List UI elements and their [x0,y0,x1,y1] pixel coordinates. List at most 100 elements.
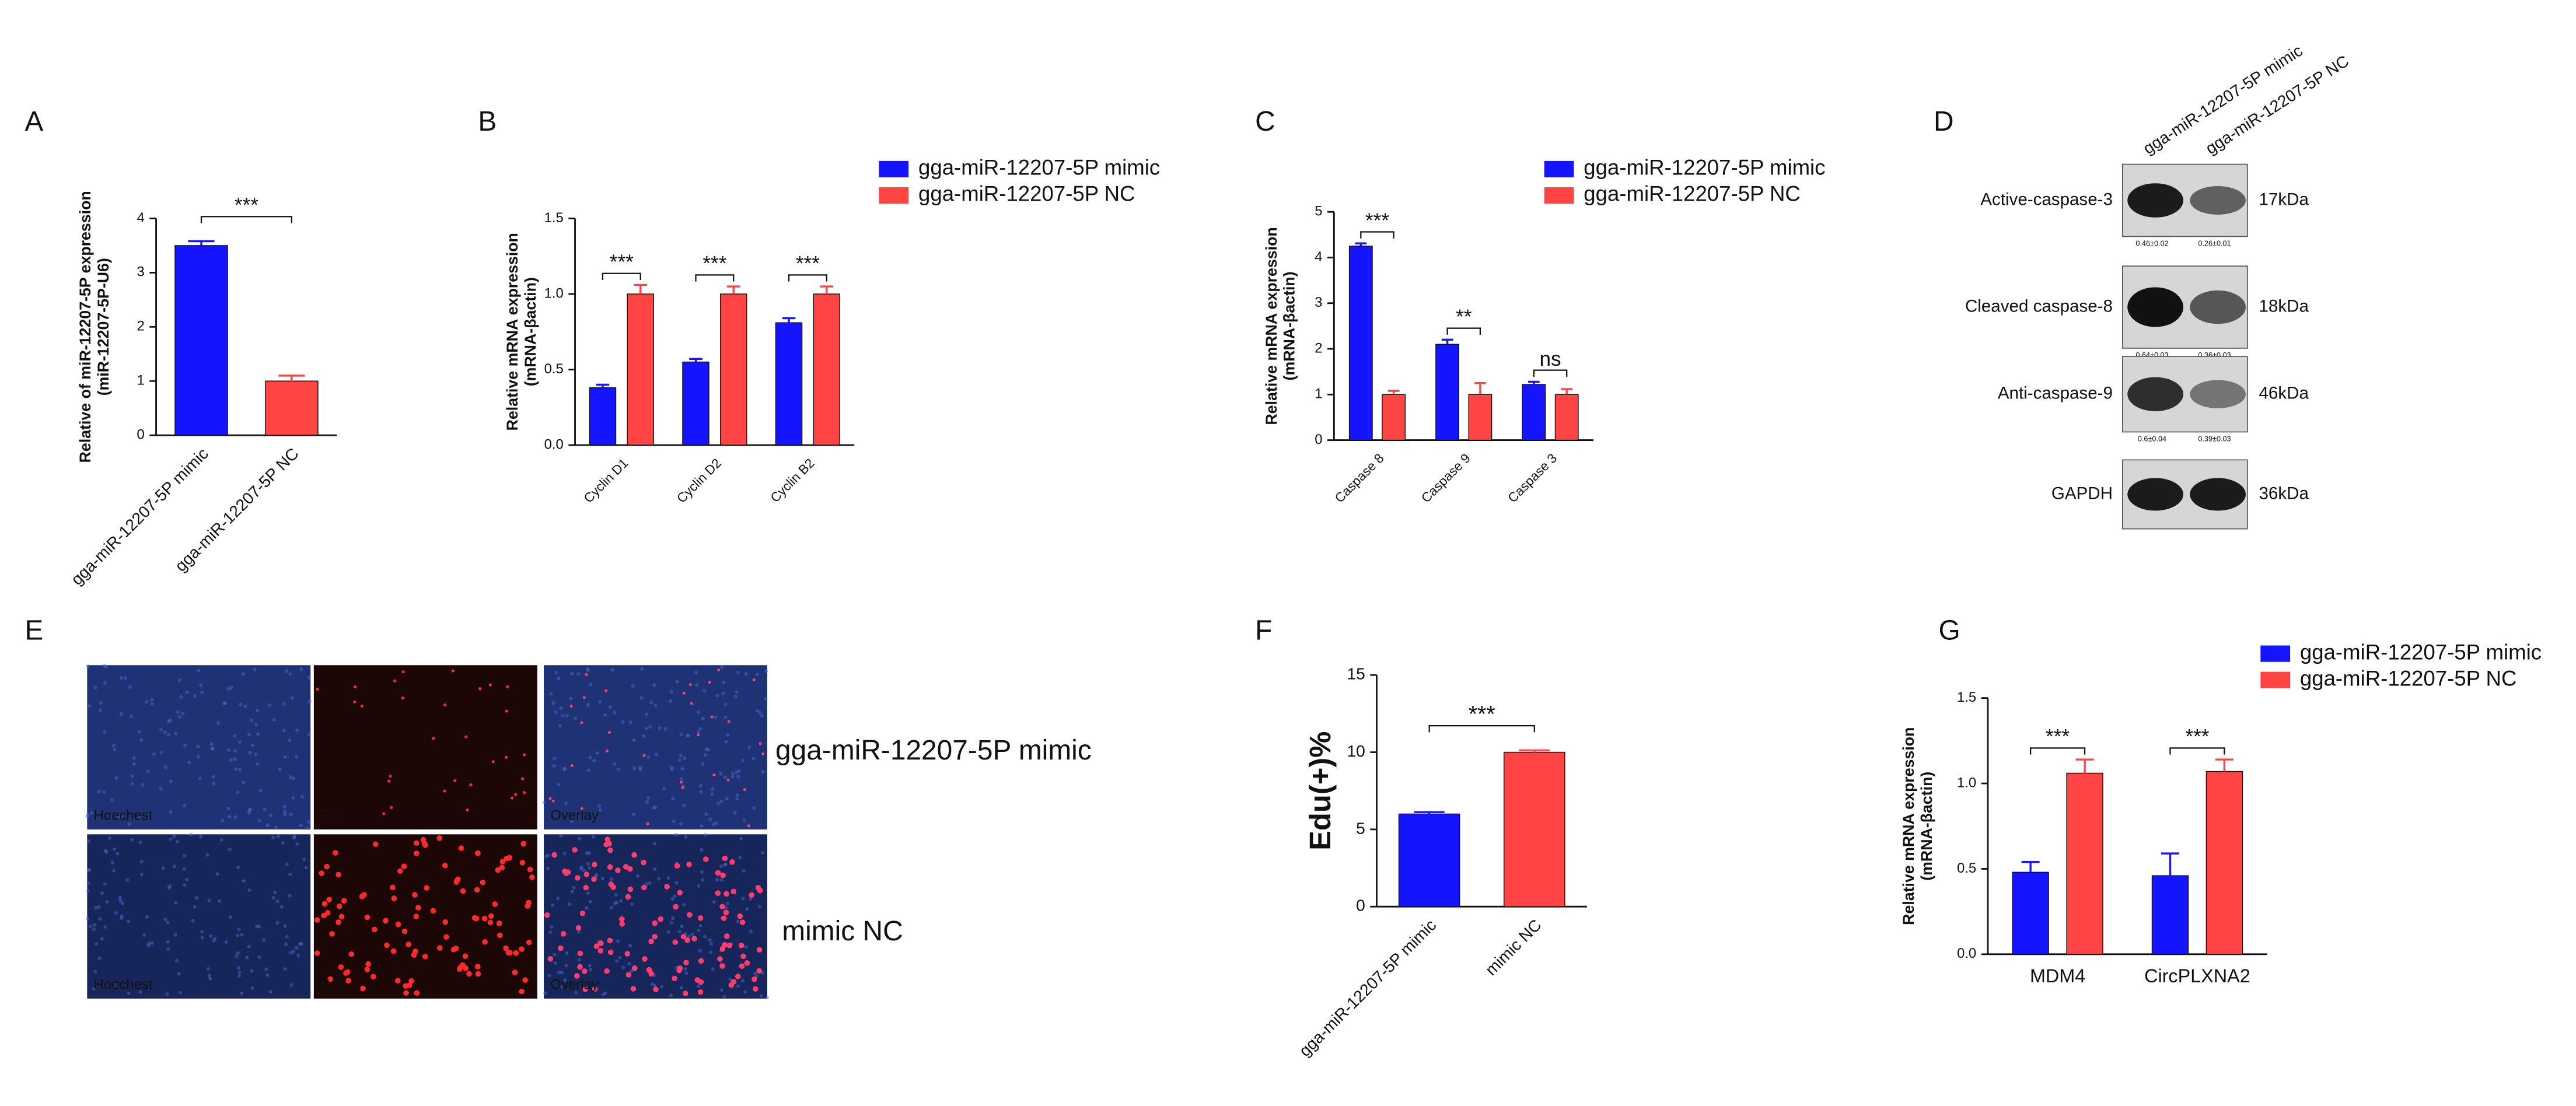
nucleus [105,900,109,904]
nucleus [193,694,197,698]
nucleus [548,930,553,935]
edu-cell [450,947,457,953]
nucleus [577,930,581,934]
panel-letter: G [1938,615,1960,646]
nucleus [118,899,123,903]
edu-cell [336,903,342,909]
nucleus [669,921,673,925]
edu-cell [390,884,396,891]
nucleus [594,873,598,877]
edu-cell [648,939,654,944]
edu-cell [469,783,473,786]
nucleus [196,668,201,673]
chart-panel: F 0 5 10 15 Edu(+)% gga-miR-12207-5P mimic mimi… [1255,615,1587,1060]
nucleus [724,905,728,910]
edu-cell [436,835,443,841]
nucleus [291,776,295,780]
nucleus [719,878,723,882]
edu-cell [503,945,509,951]
edu-cell [390,806,393,810]
nucleus [586,768,590,772]
nucleus [298,942,302,946]
edu-cell [460,888,466,894]
nucleus [695,683,699,687]
edu-cell [610,884,616,890]
x-tick-label: mimic NC [1482,916,1545,979]
edu-cell [712,774,716,777]
nucleus [288,872,292,877]
nucleus [546,853,550,858]
edu-cell [715,890,721,896]
edu-cell [373,841,379,847]
nucleus [621,965,625,970]
nucleus [247,944,251,949]
nucleus [666,930,670,934]
edu-cell [719,963,725,969]
edu-cell [414,990,420,996]
edu-cell [697,915,704,921]
nucleus [272,718,276,722]
nucleus [739,836,743,841]
edu-cell [492,901,498,907]
nucleus [570,890,574,894]
edu-cell [627,866,633,872]
nucleus [586,703,590,707]
nucleus [646,796,651,800]
nucleus [564,963,568,968]
nucleus [559,706,563,710]
nucleus [670,897,674,901]
nucleus [86,917,90,921]
nucleus [245,956,249,960]
nucleus [295,946,299,950]
nucleus [561,713,565,718]
nucleus [86,881,90,885]
nucleus [182,867,186,871]
nucleus [660,985,664,989]
nucleus [116,852,120,856]
nucleus [289,983,293,987]
micrograph [544,665,767,830]
nucleus [735,793,739,797]
nucleus [588,682,593,687]
nucleus [579,865,583,869]
nucleus [251,743,255,748]
nucleus [652,806,656,810]
blot-band [2190,478,2246,511]
nucleus [130,714,134,719]
edu-cell [676,967,682,974]
legend-label: gga-miR-12207-5P NC [1584,182,1801,206]
nucleus [176,710,180,714]
edu-cell [698,979,704,985]
significance-label: *** [610,251,634,274]
bar [1468,394,1493,441]
nucleus [120,916,124,921]
edu-cell [371,974,376,979]
edu-cell [658,916,664,922]
nucleus [236,966,241,970]
nucleus [683,967,687,971]
nucleus [189,832,193,836]
edu-cell [413,949,418,954]
x-tick-label: MDM4 [2030,965,2085,986]
nucleus [598,808,603,812]
edu-cell [401,863,407,869]
nucleus [578,836,582,841]
nucleus [644,726,649,731]
nucleus [598,700,602,704]
nucleus [233,749,237,753]
y-axis-label-line: Relative of miR-12207-5P expression [76,191,94,463]
edu-cell [619,921,625,927]
edu-cell [505,709,508,713]
nucleus [735,771,739,775]
nucleus [710,792,714,796]
nucleus [265,973,270,977]
nucleus [169,810,173,814]
nucleus [565,713,569,718]
nucleus [608,705,613,709]
edu-cell [324,910,331,916]
edu-cell [607,847,613,853]
edu-cell [338,964,344,970]
edu-cell [327,976,333,982]
nucleus [562,851,567,856]
nucleus [255,708,259,712]
